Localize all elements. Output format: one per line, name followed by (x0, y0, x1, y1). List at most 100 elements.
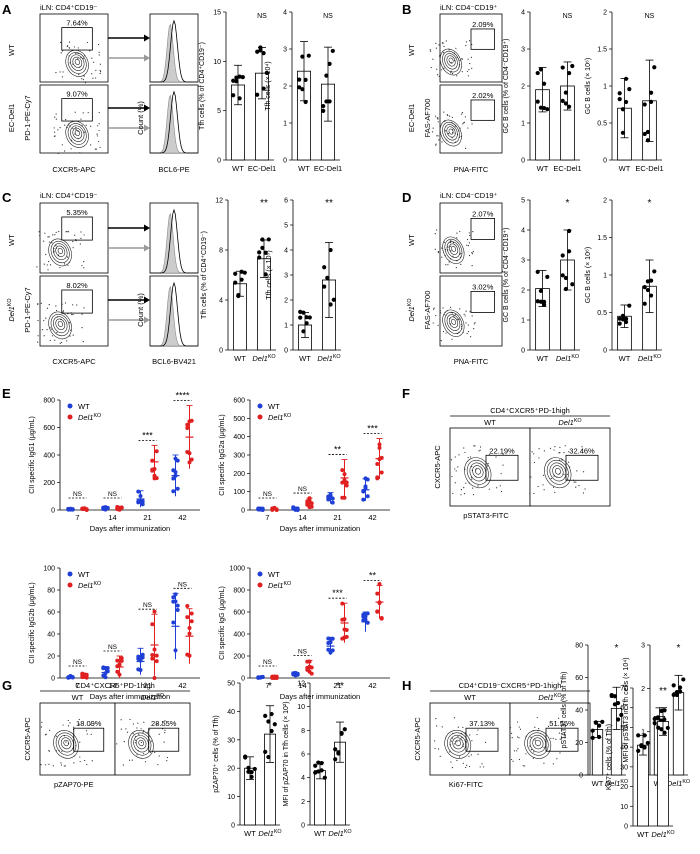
event-dot (82, 112, 84, 114)
event-dot (451, 72, 454, 75)
event-dot (456, 759, 458, 762)
contour-line (53, 316, 68, 334)
event-dot (552, 737, 554, 740)
y-tick-label: 0 (217, 158, 221, 165)
contour-line (128, 730, 154, 759)
event-dot (451, 338, 453, 340)
data-point-Del1KO (375, 461, 380, 466)
event-dot (69, 322, 71, 324)
column-label: WT (72, 693, 84, 702)
data-point (542, 299, 547, 304)
event-dot (469, 734, 471, 736)
y-tick-label: 100 (43, 566, 55, 573)
panel-B-flow: iLN: CD4⁻CD19⁺ 2.09% 2.02% WT EC-Del1 FAS-AF7… (407, 3, 503, 174)
contour-line (448, 316, 459, 328)
data-point (652, 65, 657, 70)
contour-line (53, 243, 68, 261)
event-dot (468, 254, 471, 257)
event-dot (62, 311, 64, 313)
x-tick-label: WT (537, 164, 549, 173)
event-dot (51, 335, 53, 337)
data-point (263, 250, 268, 255)
event-dot (61, 50, 64, 52)
flow-plot-0: 37.13% (429, 702, 511, 776)
data-point (535, 99, 540, 104)
y-tick-label: 6 (301, 752, 305, 759)
event-dot (550, 477, 552, 480)
time-chart-E1: 0 200 400 600 800 CII specific IgG1 (μg/mL) 7 N… (29, 391, 200, 533)
event-dot (116, 743, 118, 745)
y-tick-label: 0 (283, 158, 287, 165)
event-dot (549, 447, 552, 449)
contour-line (74, 130, 80, 136)
y-tick-label: 0 (241, 508, 245, 515)
y-tick-label: 60 (47, 610, 55, 617)
data-point (297, 85, 302, 90)
data-point (678, 685, 683, 690)
event-dot (48, 236, 50, 238)
y-tick-label: 1000 (229, 566, 245, 573)
event-dot (449, 115, 451, 117)
contour-line (554, 467, 561, 475)
significance-label: * (566, 198, 570, 209)
contour-line (448, 57, 454, 64)
contour-line (439, 48, 462, 76)
contour-line (464, 457, 492, 489)
event-dot (447, 132, 450, 135)
event-dot (431, 131, 434, 133)
data-point (298, 315, 303, 320)
event-dot (559, 459, 561, 461)
data-point-WT (361, 497, 366, 502)
gate-title: iLN: CD4⁺CD19⁻ (40, 3, 98, 12)
y-tick-label: 800 (43, 398, 55, 405)
data-point (642, 301, 647, 306)
event-dot (467, 245, 470, 247)
event-dot (553, 486, 555, 488)
event-dot (469, 62, 471, 65)
y-tick-label: 1 (283, 121, 287, 128)
y-tick-label: 400 (233, 632, 245, 639)
event-dot (467, 331, 470, 333)
event-dot (477, 485, 479, 487)
event-dot (554, 445, 556, 448)
x-tick-label: 21 (333, 513, 341, 522)
event-dot (37, 341, 39, 343)
event-dot (461, 112, 464, 114)
data-point (237, 96, 242, 101)
x-tick-label: 21 (333, 681, 341, 690)
data-point (563, 101, 569, 106)
gate-percentage: 9.07% (66, 90, 88, 99)
event-dot (442, 41, 444, 44)
event-dot (472, 251, 474, 253)
event-dot (142, 731, 144, 733)
data-point-Del1KO (154, 659, 159, 664)
data-point (242, 270, 247, 275)
data-point (535, 299, 540, 304)
event-dot (83, 234, 85, 236)
event-dot (534, 726, 536, 728)
event-dot (530, 476, 532, 478)
y-tick-label: 3 (641, 643, 645, 650)
event-dot (525, 753, 527, 755)
event-dot (547, 725, 550, 727)
event-dot (83, 75, 85, 77)
event-dot (435, 143, 437, 145)
data-point (563, 275, 569, 281)
data-point (239, 277, 244, 282)
contour-line (472, 465, 484, 478)
event-dot (436, 725, 438, 727)
data-point-Del1KO (152, 676, 157, 680)
event-dot (466, 764, 468, 766)
data-point-WT (140, 502, 145, 507)
event-dot (98, 51, 100, 54)
bar-chart-A2: 0 1 2 3 4 Tfh cells (× 10⁴) WT EC-Del1 NS (265, 10, 342, 174)
x-tick-label: 42 (368, 681, 376, 690)
event-dot (471, 253, 474, 255)
event-dot (543, 450, 545, 452)
event-dot (55, 231, 57, 233)
significance-label: NS (143, 602, 153, 609)
y-axis-label: CXCR5-APC (23, 717, 32, 761)
event-dot (568, 461, 570, 463)
x-tick-label: EC-Del1 (635, 164, 663, 173)
event-dot (49, 264, 52, 266)
